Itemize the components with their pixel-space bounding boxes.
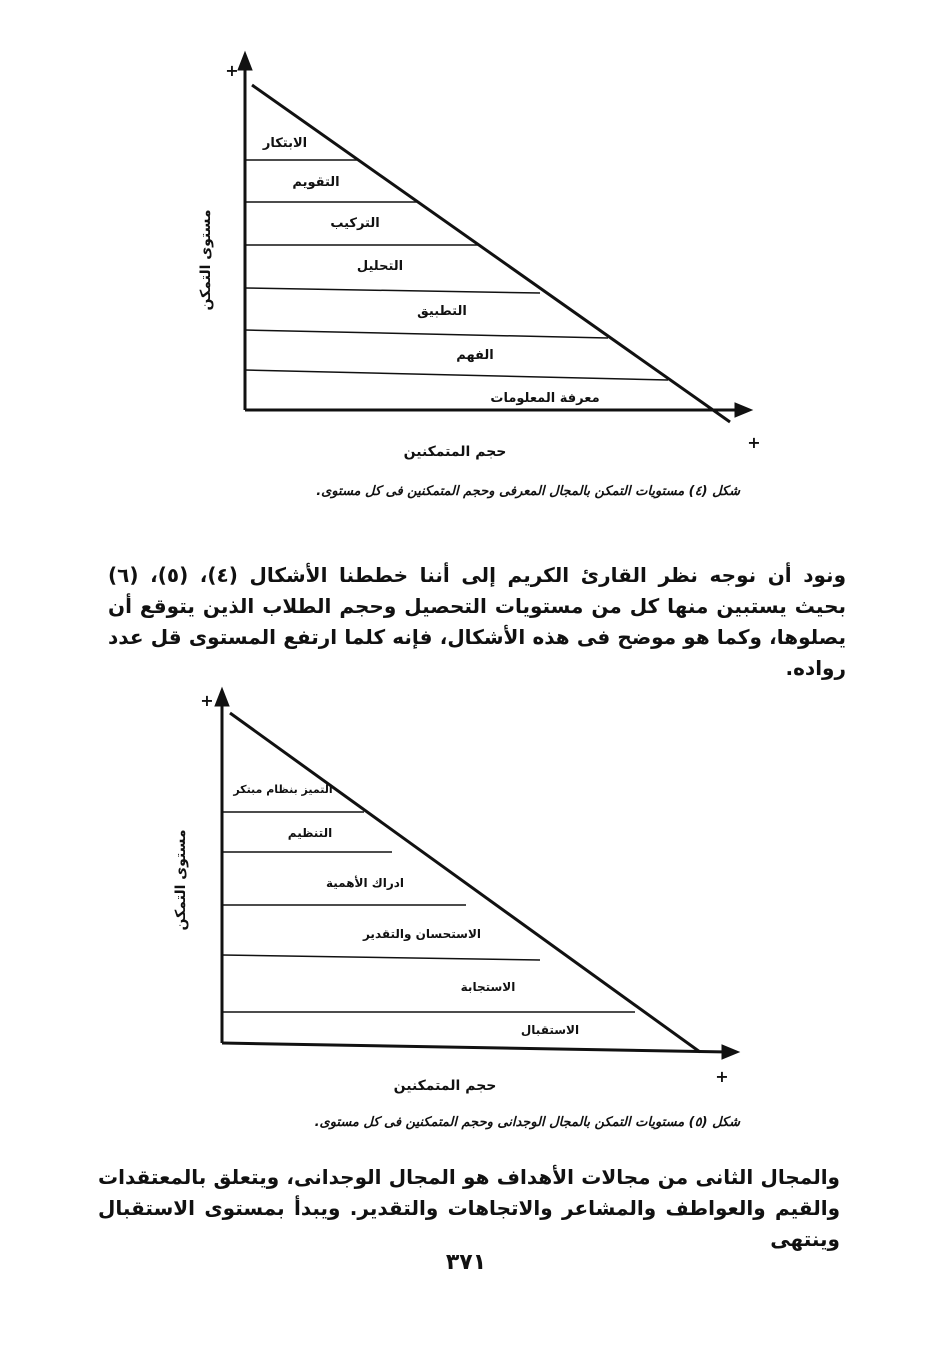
level-label: الاستحسان والتقدير (362, 927, 481, 942)
level-label: الاستجابة (461, 980, 516, 994)
level-label: معرفة المعلومات (490, 391, 599, 406)
x-axis-label: حجم المتمكنين (394, 1078, 497, 1094)
figure-4-diagram (237, 50, 754, 424)
level-label: التميز بنظام مبتكر (232, 783, 332, 796)
level-label: التركيب (330, 216, 379, 231)
level-divider (221, 954, 541, 961)
x-axis-label: حجم المتمكنين (404, 444, 507, 460)
y-axis-label: مستوى التمكن (173, 829, 189, 930)
level-label: الابتكار (262, 136, 307, 151)
level-label: التنظيم (288, 826, 332, 840)
plus-sign: + (715, 1067, 728, 1086)
level-label: التقويم (292, 175, 339, 190)
level-divider (244, 369, 669, 381)
x-axis-arrow (734, 402, 754, 418)
figure-5-diagram (214, 686, 741, 1060)
triangle-hypotenuse (251, 83, 731, 424)
y-axis-arrow (237, 50, 253, 71)
x-axis-arrow (721, 1044, 741, 1060)
level-divider (244, 287, 541, 294)
page-number: ٣٧١ (445, 1250, 487, 1275)
paragraph-1: ونود أن نوجه نظر القارئ الكريم إلى أننا … (108, 563, 846, 680)
y-axis-arrow (214, 686, 230, 707)
plus-sign: + (225, 61, 238, 80)
paragraph-2: والمجال الثانى من مجالات الأهداف هو المج… (98, 1165, 840, 1251)
y-axis-label: مستوى التمكن (198, 209, 214, 310)
figure-4-caption: شكل (٤) مستويات التمكن بالمجال المعرفى و… (316, 484, 740, 499)
level-label: ادراك الأهمية (326, 875, 404, 890)
triangle-hypotenuse (229, 711, 701, 1054)
level-label: التحليل (357, 259, 403, 274)
level-divider (244, 329, 609, 339)
figure-5-caption: شكل (٥) مستويات التمكن بالمجال الوجدانى … (314, 1115, 740, 1130)
level-label: الفهم (456, 348, 493, 363)
level-label: التطبيق (417, 304, 467, 319)
plus-sign: + (200, 691, 213, 710)
level-label: الاستقبال (521, 1023, 579, 1037)
plus-sign: + (747, 433, 760, 452)
x-axis (221, 1041, 729, 1054)
